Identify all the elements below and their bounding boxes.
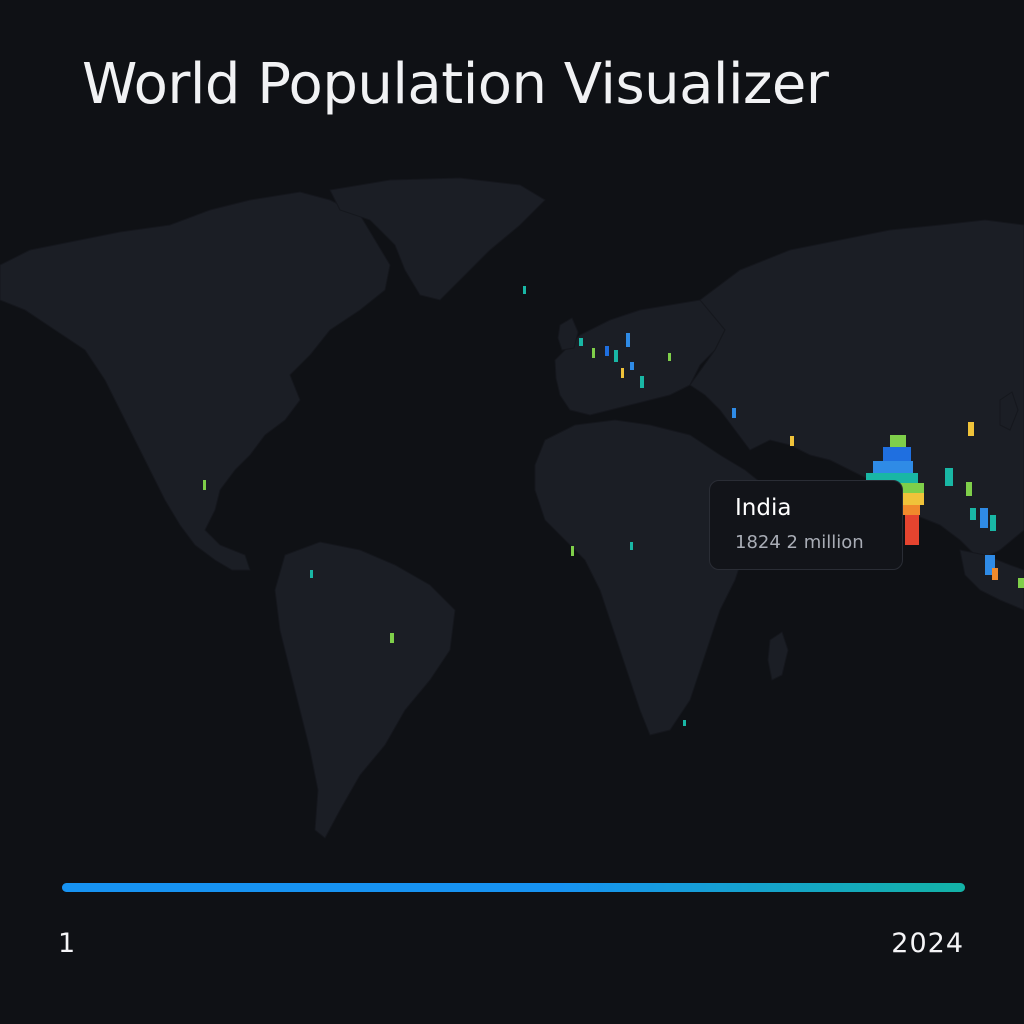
timeline-progress[interactable]	[62, 883, 965, 892]
page-title: World Population Visualizer	[82, 52, 829, 117]
tooltip-country-name: India	[735, 495, 792, 521]
tooltip-population-value: 1824 2 million	[735, 531, 864, 553]
continent-greenland	[329, 177, 546, 301]
island-japan	[999, 391, 1019, 431]
continent-africa	[534, 419, 771, 736]
timeline-start-year: 1	[58, 928, 77, 959]
timeline-end-year: 2024	[891, 928, 964, 959]
timeline-slider[interactable]	[62, 883, 965, 892]
island-uk	[557, 317, 579, 351]
continent-north-america	[0, 191, 391, 571]
island-madagascar	[767, 631, 789, 681]
country-tooltip: India 1824 2 million	[709, 480, 903, 570]
continent-south-america	[274, 541, 456, 839]
continent-europe	[554, 299, 726, 416]
